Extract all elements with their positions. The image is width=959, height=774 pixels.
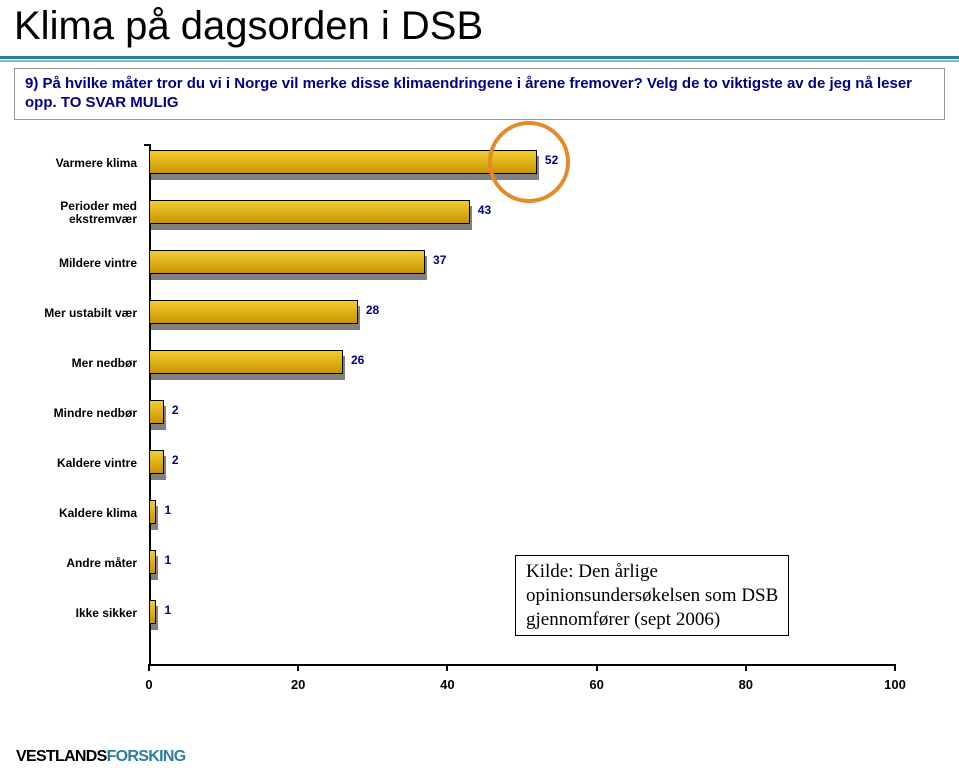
highlight-circle [488, 121, 570, 203]
category-label: Varmere klima [19, 150, 149, 176]
source-line-2: opinionsundersøkelsen som DSB [526, 585, 778, 606]
category-label: Ikke sikker [19, 600, 149, 626]
bar-fill [149, 350, 343, 374]
bar-row: Perioder med ekstremvær43 [149, 200, 895, 230]
bar-fill [149, 450, 164, 474]
question-text: 9) På hvilke måter tror du vi i Norge vi… [25, 75, 934, 113]
x-tick [148, 664, 150, 671]
title-rule [0, 56, 959, 59]
category-label: Kaldere klima [19, 500, 149, 526]
bar-value: 1 [164, 553, 171, 567]
bar-value: 1 [164, 603, 171, 617]
bar-value: 43 [478, 203, 491, 217]
bar-value: 2 [172, 403, 179, 417]
bar-row: Mer ustabilt vær28 [149, 300, 895, 330]
bar-value: 26 [351, 353, 364, 367]
bar-fill [149, 500, 156, 524]
y-axis-top-tick [144, 144, 151, 146]
x-tick [297, 664, 299, 671]
x-tick [446, 664, 448, 671]
bar-row: Mer nedbør26 [149, 350, 895, 380]
x-tick [894, 664, 896, 671]
x-tick-label: 80 [739, 677, 753, 692]
x-tick-label: 0 [145, 677, 152, 692]
source-line-1: Kilde: Den årlige [526, 561, 658, 582]
bar-fill [149, 250, 425, 274]
x-tick-label: 100 [884, 677, 906, 692]
x-tick [745, 664, 747, 671]
x-tick-label: 20 [291, 677, 305, 692]
bar-row: Mildere vintre37 [149, 250, 895, 280]
category-label: Mer ustabilt vær [19, 300, 149, 326]
bar-value: 1 [164, 503, 171, 517]
category-label: Mindre nedbør [19, 400, 149, 426]
category-label: Mildere vintre [19, 250, 149, 276]
category-label: Perioder med ekstremvær [19, 200, 149, 226]
bar-fill [149, 550, 156, 574]
bar-fill [149, 600, 156, 624]
bar-value: 2 [172, 453, 179, 467]
x-tick [596, 664, 598, 671]
bar-row: Kaldere vintre2 [149, 450, 895, 480]
category-label: Kaldere vintre [19, 450, 149, 476]
bar-row: Kaldere klima1 [149, 500, 895, 530]
category-label: Mer nedbør [19, 350, 149, 376]
title-rule-sub [0, 60, 959, 62]
bar-fill [149, 200, 470, 224]
footer-logo-a: VESTLANDS [16, 748, 107, 765]
slide-title: Klima på dagsorden i DSB [0, 0, 959, 55]
bar-fill [149, 400, 164, 424]
bar-value: 37 [433, 253, 446, 267]
bar-fill [149, 150, 537, 174]
bar-value: 28 [366, 303, 379, 317]
bar-row: Mindre nedbør2 [149, 400, 895, 430]
x-tick-label: 40 [440, 677, 454, 692]
source-line-3: gjennomfører (sept 2006) [526, 609, 720, 630]
question-box: 9) På hvilke måter tror du vi i Norge vi… [14, 68, 945, 120]
x-tick-label: 60 [589, 677, 603, 692]
source-box: Kilde: Den årlige opinionsundersøkelsen … [515, 555, 789, 636]
category-label: Andre måter [19, 550, 149, 576]
footer-logo-b: FORSKING [107, 748, 186, 765]
bar-fill [149, 300, 358, 324]
bar-chart: 020406080100Varmere klima52Perioder med … [14, 124, 945, 694]
x-axis [149, 664, 895, 666]
footer-logo: VESTLANDSFORSKING [16, 748, 185, 766]
